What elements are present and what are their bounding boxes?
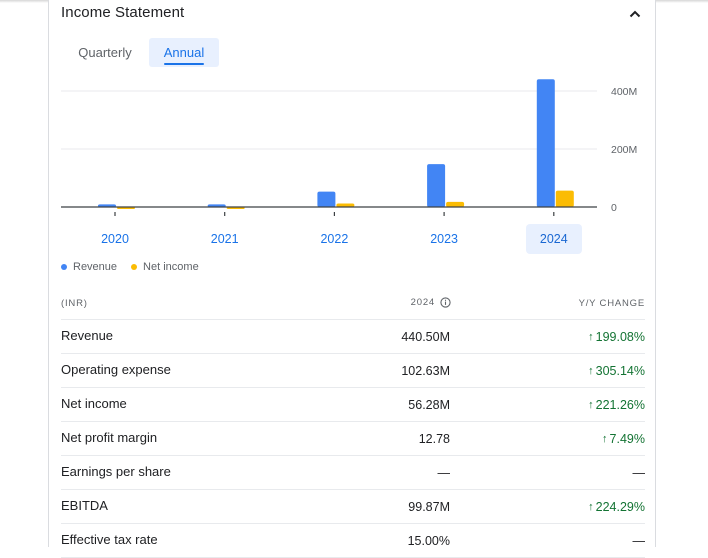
- year-button-2022[interactable]: 2022: [320, 232, 349, 246]
- arrow-up-icon: ↑: [588, 501, 594, 513]
- row-change: ↑ 305.14%: [588, 364, 645, 378]
- row-label: Effective tax rate: [61, 532, 158, 547]
- table-row: Effective tax rate 15.00% —: [61, 524, 645, 558]
- chevron-up-icon: [629, 10, 641, 18]
- net-income-bar-2023[interactable]: [446, 201, 465, 207]
- row-value: 440.50M: [401, 330, 450, 344]
- row-label: Net income: [61, 396, 127, 411]
- row-value: —: [437, 466, 451, 480]
- revenue-bar-2022[interactable]: [317, 191, 336, 207]
- chart-legend: Revenue Net income: [61, 261, 213, 273]
- table-row: Revenue 440.50M ↑ 199.08%: [61, 320, 645, 354]
- tab-annual[interactable]: Annual: [149, 38, 219, 67]
- row-change-value: 7.49%: [609, 432, 645, 446]
- year-button-2021[interactable]: 2021: [210, 232, 239, 246]
- row-change-value: 224.29%: [595, 500, 645, 514]
- year-button-2020[interactable]: 2020: [101, 232, 129, 246]
- revenue-bar-2024[interactable]: [536, 79, 555, 207]
- y-tick-label: 400M: [611, 86, 637, 98]
- row-change: ↑ 7.49%: [602, 432, 645, 446]
- income-statement-card: Income Statement Quarterly Annual 400M 20…: [48, 0, 656, 558]
- row-change: ↑ 221.26%: [588, 398, 645, 412]
- net-income-bar-2022[interactable]: [336, 203, 355, 207]
- table-body: Revenue 440.50M ↑ 199.08% Operating expense 1…: [61, 320, 645, 558]
- table-row: Operating expense 102.63M ↑ 305.14%: [61, 354, 645, 388]
- collapse-button[interactable]: [623, 2, 647, 26]
- tab-annual-underline: [164, 63, 204, 65]
- legend-revenue-dot: [61, 264, 67, 270]
- row-change-value: —: [632, 534, 646, 548]
- legend-net-income: Net income: [131, 261, 199, 273]
- legend-revenue: Revenue: [61, 261, 117, 273]
- legend-revenue-label: Revenue: [73, 261, 118, 273]
- table-row: Net income 56.28M ↑ 221.26%: [61, 388, 645, 422]
- row-change: —: [633, 466, 646, 480]
- row-value: 56.28M: [408, 398, 450, 412]
- row-label: EBITDA: [61, 498, 108, 513]
- chart-grid: [61, 90, 597, 150]
- arrow-up-icon: ↑: [588, 399, 594, 411]
- header-year-label: 2024: [410, 297, 435, 308]
- row-value: 15.00%: [407, 534, 450, 548]
- arrow-up-icon: ↑: [588, 365, 594, 377]
- year-button-2023[interactable]: 2023: [430, 232, 458, 246]
- arrow-up-icon: ↑: [588, 331, 594, 343]
- header-year: 2024: [411, 297, 451, 308]
- financials-table: (INR) 2024 Y/Y CHANGE Revenue 440.50M ↑ 199…: [61, 286, 645, 558]
- row-label: Operating expense: [61, 362, 171, 377]
- year-button-2024[interactable]: 2024: [525, 224, 582, 254]
- row-label: Revenue: [61, 328, 114, 343]
- table-row: EBITDA 99.87M ↑ 224.29%: [61, 490, 645, 524]
- table-row: Net profit margin 12.78 ↑ 7.49%: [61, 422, 645, 456]
- info-icon[interactable]: [440, 297, 451, 308]
- table-row: Earnings per share — —: [61, 456, 645, 490]
- row-value: 99.87M: [408, 500, 450, 514]
- header-change: Y/Y CHANGE: [578, 298, 645, 309]
- row-change-value: 221.26%: [595, 398, 645, 412]
- row-change-value: 199.08%: [595, 330, 645, 344]
- row-label: Net profit margin: [61, 430, 158, 445]
- row-change: ↑ 224.29%: [588, 500, 645, 514]
- y-tick-label: 0: [611, 202, 617, 214]
- revenue-bar-2023[interactable]: [427, 164, 446, 207]
- table-header: (INR) 2024 Y/Y CHANGE: [61, 286, 645, 320]
- row-label: Earnings per share: [61, 464, 171, 479]
- chart-axis: 400M 200M 0: [61, 86, 637, 216]
- revenue-bar-2020[interactable]: [98, 204, 116, 207]
- tab-quarterly[interactable]: Quarterly: [63, 38, 147, 67]
- card-title: Income Statement: [61, 4, 185, 21]
- net-income-bar-2024[interactable]: [555, 190, 574, 207]
- row-change: —: [633, 534, 646, 548]
- row-value: 102.63M: [401, 364, 450, 378]
- chart-bars: [98, 79, 574, 209]
- legend-net-income-dot: [131, 264, 138, 270]
- row-change-value: —: [632, 466, 646, 480]
- legend-net-income-label: Net income: [143, 261, 199, 273]
- income-chart: 400M 200M 0: [61, 79, 637, 216]
- header-currency: (INR): [61, 298, 88, 309]
- row-value: 12.78: [418, 432, 450, 446]
- tab-annual-label: Annual: [163, 45, 205, 60]
- row-change-value: 305.14%: [595, 364, 645, 378]
- y-tick-label: 200M: [611, 144, 637, 156]
- row-change: ↑ 199.08%: [588, 330, 645, 344]
- tab-quarterly-label: Quarterly: [78, 45, 132, 60]
- revenue-bar-2021[interactable]: [207, 204, 226, 207]
- arrow-up-icon: ↑: [602, 433, 608, 445]
